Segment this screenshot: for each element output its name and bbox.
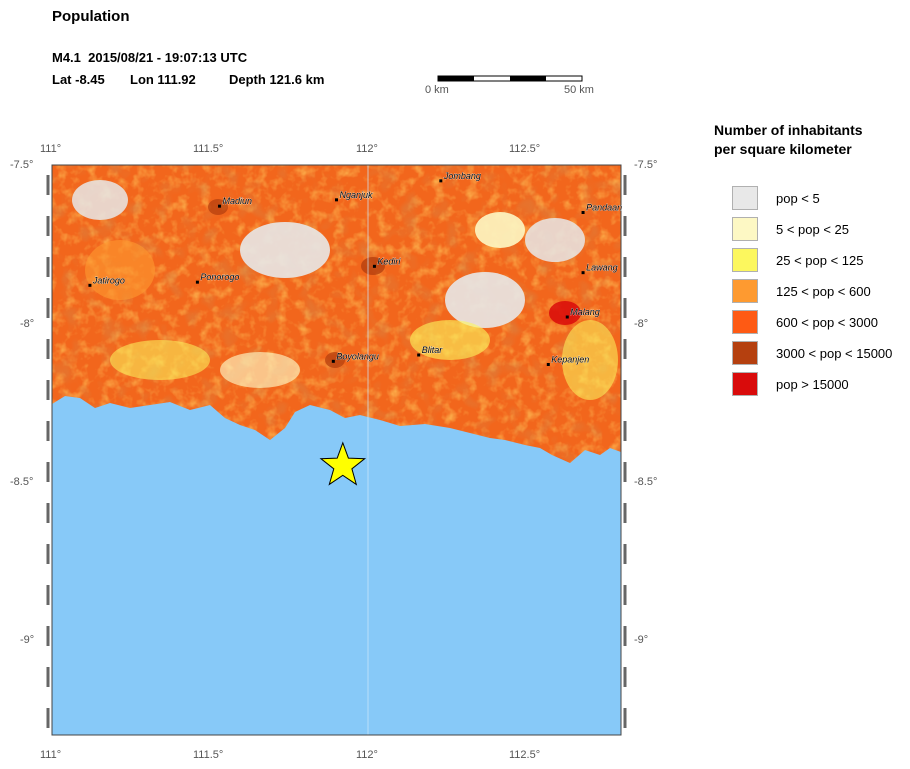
- lat-tick-right-2: -8.5°: [634, 476, 658, 488]
- legend-swatch: [732, 372, 758, 396]
- city-marker: [565, 315, 569, 319]
- event-lat: Lat -8.45: [52, 72, 105, 87]
- city-marker: [331, 359, 335, 363]
- legend-label: 25 < pop < 125: [776, 253, 864, 268]
- event-lon: Lon 111.92: [130, 72, 196, 87]
- lat-tick-left-0: -7.5°: [10, 159, 34, 171]
- city-label: Madiun: [223, 196, 253, 206]
- lon-tick-bottom-3: 112.5°: [509, 749, 541, 761]
- lon-tick-bottom-0: 111°: [40, 749, 62, 761]
- legend-swatch: [732, 341, 758, 365]
- city-marker: [546, 363, 550, 366]
- city-marker: [335, 198, 338, 202]
- city-label: Pandaan: [586, 203, 622, 213]
- legend-label: 600 < pop < 3000: [776, 315, 878, 330]
- lat-tick-left-2: -8.5°: [10, 476, 34, 488]
- city-marker: [218, 204, 222, 208]
- lon-tick-top-1: 111.5°: [193, 143, 224, 155]
- city-marker: [195, 280, 199, 284]
- map-frame-ticks: [46, 175, 627, 728]
- legend-swatch: [732, 310, 758, 334]
- legend-label: pop < 5: [776, 191, 820, 206]
- city-label: Blitar: [422, 345, 444, 355]
- city-marker: [88, 283, 92, 287]
- epicenter-layer: [319, 441, 367, 486]
- city-markers: Madiun Nganjuk Jombang Pandaan Lawang Jatirog…: [88, 171, 622, 366]
- legend-swatch: [732, 279, 758, 303]
- city-marker: [372, 264, 376, 268]
- legend-swatch: [732, 186, 758, 210]
- lon-tick-bottom-2: 112°: [356, 749, 378, 761]
- scale-right-label: 50 km: [564, 84, 594, 96]
- city-label: Kepanjen: [551, 355, 589, 365]
- lat-tick-left-1: -8°: [20, 318, 35, 330]
- legend-title-line1: Number of inhabitants: [714, 122, 863, 138]
- legend-swatch: [732, 248, 758, 272]
- city-label: Jatirogo: [92, 275, 125, 285]
- lon-tick-bottom-1: 111.5°: [193, 749, 224, 761]
- scale-bar: [437, 70, 583, 82]
- lon-tick-top-3: 112.5°: [509, 143, 541, 155]
- city-label: Boyolangu: [336, 351, 379, 361]
- lat-tick-right-1: -8°: [634, 318, 649, 330]
- city-label: Ponorogo: [200, 272, 239, 282]
- lat-tick-right-0: -7.5°: [634, 159, 658, 171]
- map-title: Population: [52, 8, 130, 25]
- lat-tick-left-3: -9°: [20, 634, 35, 646]
- city-marker: [581, 271, 585, 275]
- city-marker: [581, 211, 585, 214]
- city-marker: [417, 353, 421, 357]
- epicenter-star-icon: [319, 441, 367, 486]
- scale-left-label: 0 km: [425, 84, 449, 96]
- event-summary: M4.1 2015/08/21 - 19:07:13 UTC: [52, 50, 248, 65]
- lon-tick-top-0: 111°: [40, 143, 62, 155]
- city-label: Malang: [570, 307, 600, 317]
- city-label: Lawang: [586, 263, 618, 273]
- lat-tick-right-3: -9°: [634, 634, 649, 646]
- city-label: Kediri: [377, 256, 401, 266]
- lon-tick-top-2: 112°: [356, 143, 378, 155]
- legend-label: 125 < pop < 600: [776, 284, 871, 299]
- legend-label: 3000 < pop < 15000: [776, 346, 893, 361]
- legend-label: pop > 15000: [776, 377, 849, 392]
- event-depth: Depth 121.6 km: [229, 72, 325, 87]
- legend-label: 5 < pop < 25: [776, 222, 850, 237]
- legend-title-line2: per square kilometer: [714, 141, 852, 157]
- city-label: Nganjuk: [340, 190, 374, 200]
- legend-swatch: [732, 217, 758, 241]
- city-label: Jombang: [443, 171, 481, 181]
- legend-title: Number of inhabitants per square kilomet…: [714, 121, 863, 159]
- city-marker: [439, 179, 443, 183]
